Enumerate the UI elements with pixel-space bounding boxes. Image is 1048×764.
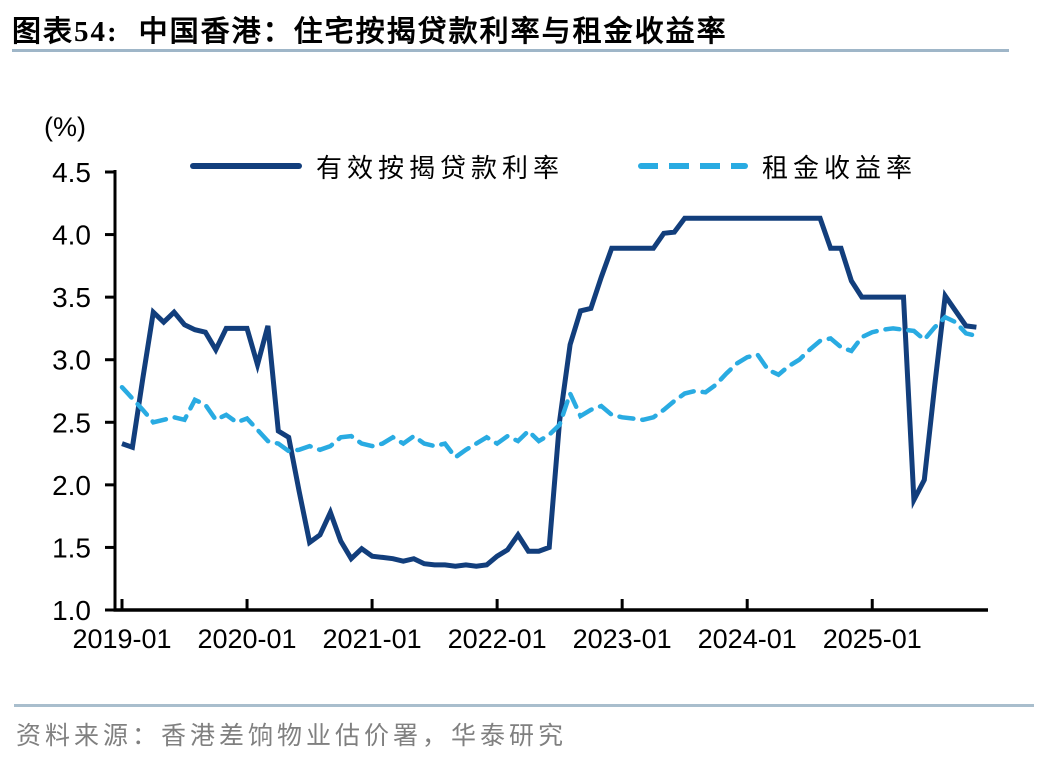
y-axis-unit-label: (%) [44, 112, 86, 142]
dashed-line-swatch-icon [638, 163, 748, 169]
title-underline-rule [12, 49, 1009, 52]
chart-title: 图表54: 中国香港：住宅按揭贷款利率与租金收益率 [12, 8, 728, 50]
y-axis-tick-label: 2.5 [52, 407, 91, 438]
x-axis-tick-label: 2025-01 [823, 624, 922, 654]
x-axis-tick-label: 2020-01 [197, 624, 296, 654]
y-axis-tick-label: 4.5 [52, 157, 91, 188]
series-line-mortgage-rate [121, 215, 977, 569]
chart-number-label: 图表54: [12, 16, 119, 48]
y-axis-tick-label: 2.0 [52, 470, 91, 501]
x-axis-tick-label: 2023-01 [573, 624, 672, 654]
chart-title-text: 中国香港：住宅按揭贷款利率与租金收益率 [138, 16, 728, 48]
source-divider-rule [14, 704, 1034, 707]
series-line-rental-yield [119, 314, 979, 461]
x-axis-tick-label: 2024-01 [698, 624, 797, 654]
y-axis-tick-label: 3.0 [52, 345, 91, 376]
solid-line-swatch-icon [190, 163, 302, 169]
y-axis-tick-label: 4.0 [52, 220, 91, 251]
legend-label-rental-yield: 租金收益率 [762, 153, 918, 183]
legend-item-rental-yield: 租金收益率 [638, 152, 917, 183]
y-axis-tick-label: 1.5 [52, 532, 91, 563]
y-axis-tick-label: 3.5 [52, 282, 91, 313]
x-axis-tick-label: 2021-01 [323, 624, 422, 654]
y-axis-tick-label: 1.0 [52, 595, 91, 626]
source-note: 资料来源：香港差饷物业估价署，华泰研究 [16, 723, 568, 750]
x-axis-tick-label: 2022-01 [448, 624, 547, 654]
legend-label-mortgage-rate: 有效按揭贷款利率 [316, 153, 565, 183]
x-axis-tick-label: 2019-01 [72, 624, 171, 654]
legend-item-mortgage-rate: 有效按揭贷款利率 [190, 152, 564, 183]
